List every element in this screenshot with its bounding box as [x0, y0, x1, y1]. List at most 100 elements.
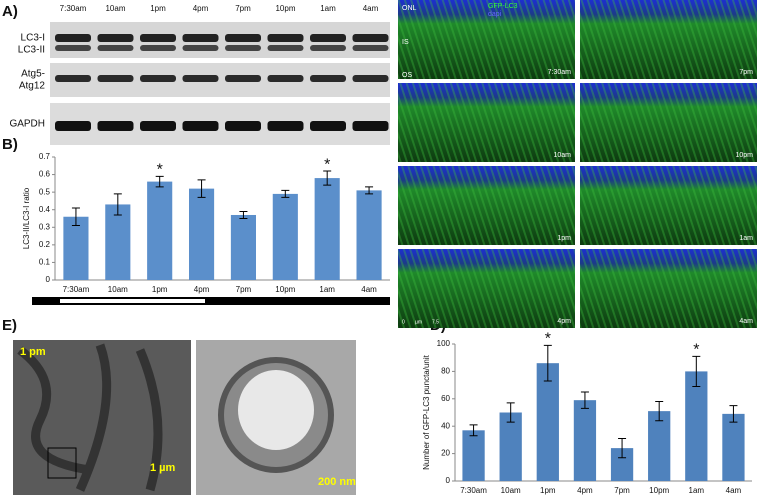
- error-bar: [281, 189, 290, 198]
- layer-label: ONL: [402, 5, 417, 12]
- error-bar: [239, 210, 248, 219]
- error-bar: [113, 193, 122, 216]
- x-tick-label: 4am: [726, 486, 742, 495]
- scale-label: 200 nm: [318, 476, 356, 488]
- y-axis-title: LC3-II/LC3-I ratio: [22, 187, 31, 249]
- band: [97, 121, 134, 131]
- time-label: 4am: [739, 318, 753, 325]
- fluorescence-texture: [398, 166, 575, 245]
- bar: [573, 400, 597, 481]
- error-bar: [580, 391, 589, 409]
- time-label: 10am: [553, 152, 571, 159]
- fluorescence-texture: [398, 0, 575, 79]
- band: [352, 45, 389, 51]
- time-label: 7pm: [739, 69, 753, 76]
- panel-label: E): [2, 317, 17, 334]
- band: [182, 45, 219, 51]
- band: [267, 121, 304, 131]
- y-tick-label: 0.2: [39, 240, 51, 249]
- lane-label: 10am: [105, 4, 125, 13]
- x-tick-label: 10am: [108, 285, 128, 294]
- y-tick-label: 0: [46, 275, 51, 284]
- lane-label: 1am: [320, 4, 336, 13]
- band: [310, 75, 346, 82]
- x-tick-label: 7:30am: [460, 486, 487, 495]
- band: [140, 34, 176, 42]
- x-tick-label: 7pm: [236, 285, 252, 294]
- error-bar: [618, 438, 627, 459]
- error-bar: [506, 402, 515, 423]
- band: [97, 45, 134, 51]
- layer-label: IS: [402, 39, 409, 46]
- error-bar: [692, 355, 701, 387]
- y-tick-label: 100: [437, 339, 451, 348]
- bar: [105, 204, 131, 280]
- lane-label: 4pm: [193, 4, 209, 13]
- band: [55, 34, 91, 42]
- band: [310, 45, 346, 51]
- band: [225, 34, 261, 42]
- x-tick-label: 7:30am: [63, 285, 90, 294]
- fluorescence-texture: [580, 83, 757, 162]
- dark-period-bar: [32, 297, 390, 305]
- error-bar: [469, 424, 478, 437]
- x-tick-label: 10pm: [275, 285, 295, 294]
- error-bar: [543, 344, 552, 382]
- error-bar: [197, 179, 206, 198]
- band: [182, 34, 219, 42]
- scale-label: µm: [415, 319, 422, 325]
- blot-label: Atg12: [19, 81, 46, 92]
- y-tick-label: 0.4: [39, 205, 51, 214]
- band: [182, 75, 219, 82]
- significance-star: *: [324, 156, 330, 173]
- bar: [314, 178, 340, 280]
- error-bar: [71, 207, 80, 227]
- bar: [272, 193, 298, 280]
- x-tick-label: 10pm: [649, 486, 669, 495]
- band: [267, 34, 304, 42]
- bar: [63, 216, 89, 280]
- blot-label: GAPDH: [9, 119, 45, 130]
- x-tick-label: 10am: [501, 486, 521, 495]
- x-tick-label: 1am: [319, 285, 335, 294]
- band: [140, 121, 176, 131]
- bar: [462, 430, 485, 481]
- panel-label: B): [2, 136, 18, 153]
- fluorescence-texture: [580, 0, 757, 79]
- layer-label: OS: [402, 72, 412, 79]
- panel-label: A): [2, 3, 18, 20]
- band: [225, 75, 261, 82]
- error-bar: [655, 401, 664, 422]
- blot-label: Atg5-: [21, 69, 45, 80]
- lane-label: 10pm: [275, 4, 295, 13]
- band: [182, 121, 219, 131]
- fluorescence-texture: [398, 83, 575, 162]
- y-tick-label: 0.6: [39, 170, 51, 179]
- bar: [189, 188, 215, 280]
- x-tick-label: 4pm: [194, 285, 210, 294]
- band: [310, 34, 346, 42]
- band: [225, 45, 261, 51]
- band: [55, 75, 91, 82]
- y-tick-label: 80: [441, 367, 450, 376]
- x-tick-label: 1pm: [152, 285, 168, 294]
- y-axis-title: Number of GFP-LC3 puncta/unit: [422, 354, 431, 469]
- bar: [230, 214, 256, 280]
- y-tick-label: 0.5: [39, 187, 51, 196]
- fluorescence-texture: [580, 166, 757, 245]
- lane-label: 4am: [363, 4, 379, 13]
- blot-label: LC3-II: [18, 45, 45, 56]
- scale-label: 0: [402, 319, 405, 325]
- bar: [648, 411, 671, 481]
- bar: [536, 363, 559, 481]
- y-tick-label: 0.7: [39, 152, 51, 161]
- time-label: 4pm: [557, 318, 571, 325]
- band: [55, 121, 91, 131]
- x-tick-label: 4am: [361, 285, 377, 294]
- bar: [499, 412, 522, 481]
- band: [267, 75, 304, 82]
- band: [352, 121, 389, 131]
- significance-star: *: [157, 162, 163, 179]
- lane-label: 7pm: [235, 4, 251, 13]
- fluorescence-texture: [580, 249, 757, 328]
